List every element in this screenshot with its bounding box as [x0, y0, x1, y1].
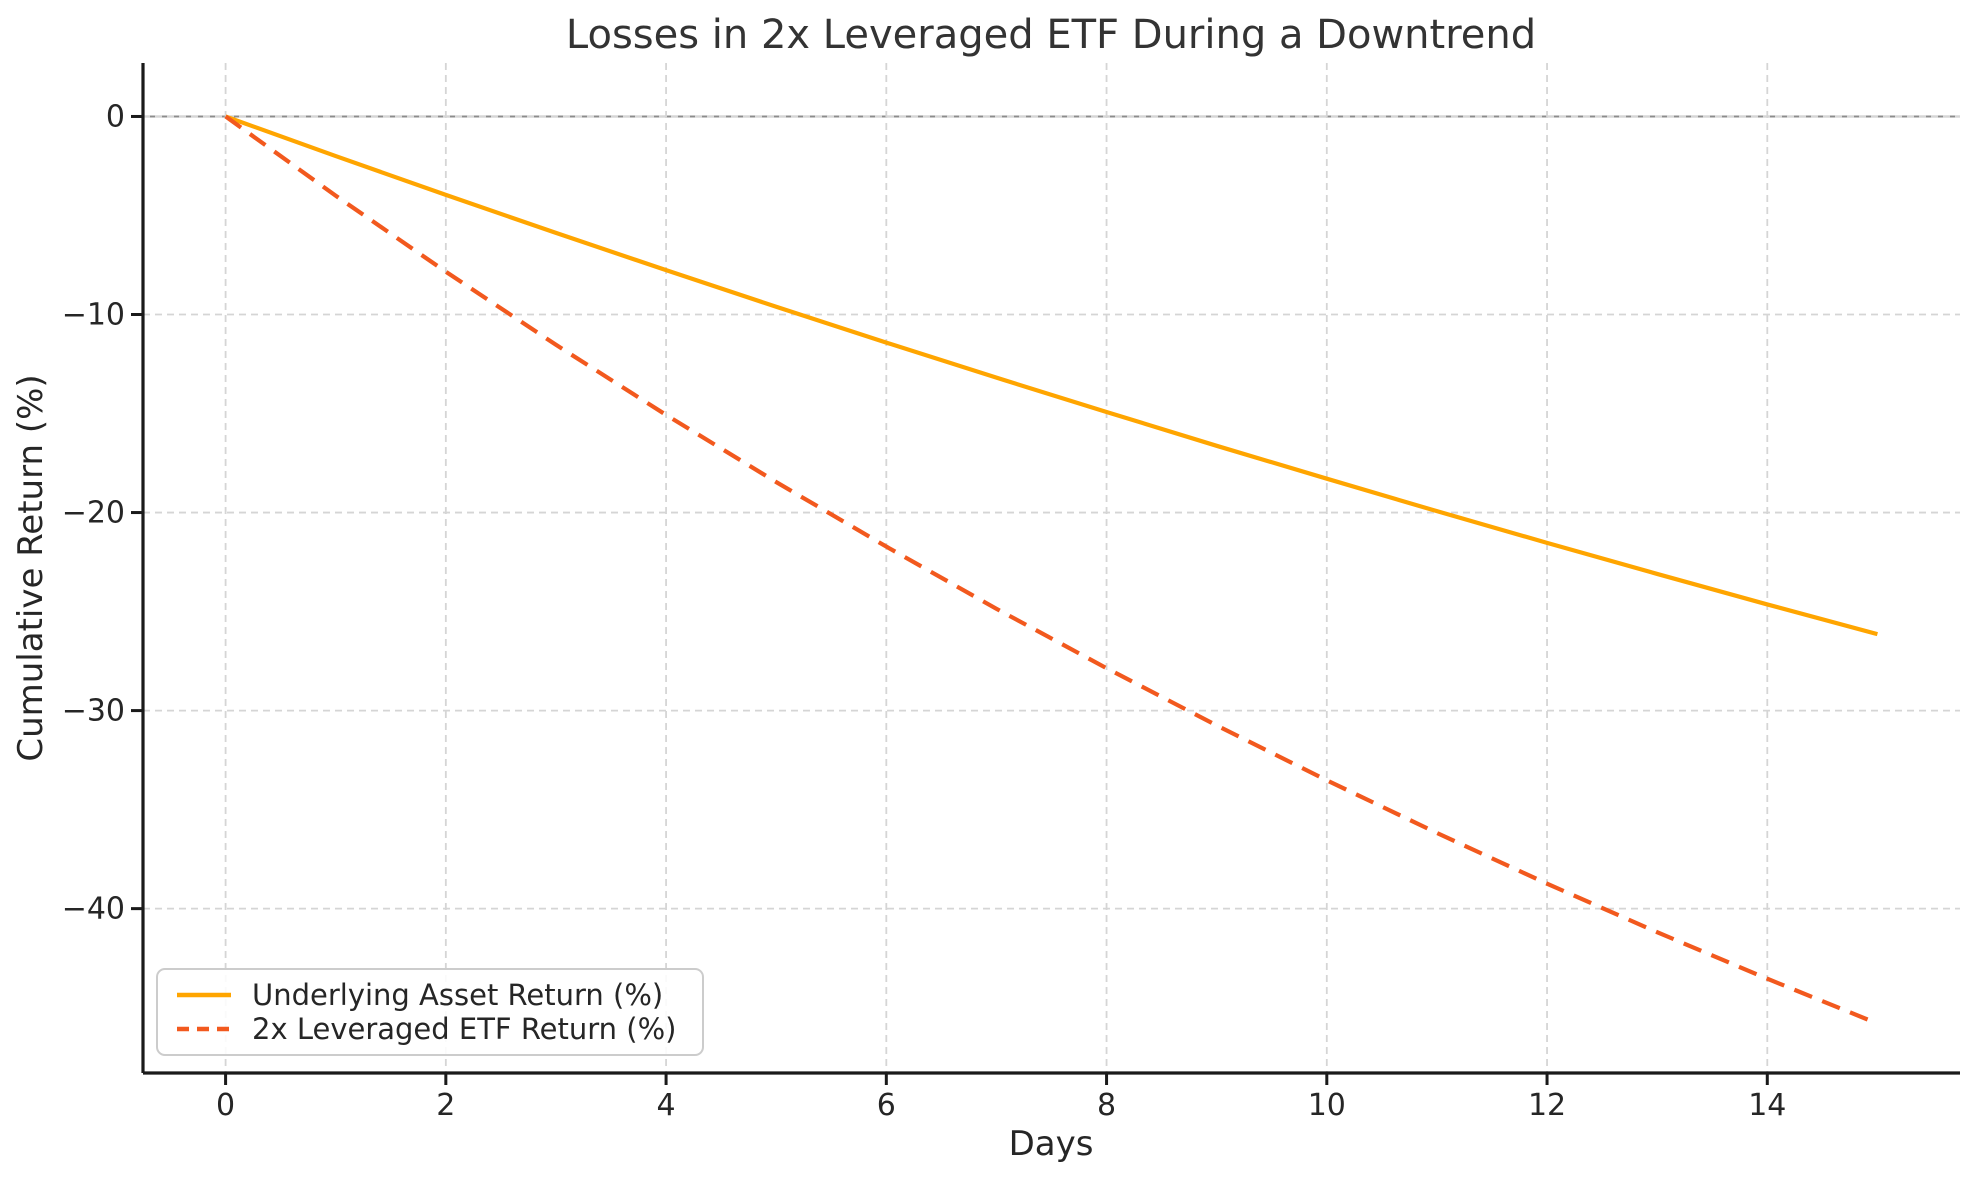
- x-tick-label: 8: [1097, 1088, 1116, 1123]
- x-tick-label: 14: [1748, 1088, 1786, 1123]
- x-tick-label: 4: [657, 1088, 676, 1123]
- legend: Underlying Asset Return (%) 2x Leveraged…: [156, 968, 705, 1056]
- legend-swatch-underlying-line: [177, 992, 231, 998]
- chart-title: Losses in 2x Leveraged ETF During a Down…: [566, 12, 1536, 58]
- x-tick-label: 12: [1528, 1088, 1566, 1123]
- y-tick-label: −10: [62, 298, 125, 333]
- x-tick-label: 6: [877, 1088, 896, 1123]
- y-tick-label: −20: [62, 496, 125, 531]
- y-tick-label: −40: [62, 892, 125, 927]
- y-tick-label: 0: [106, 99, 125, 134]
- y-axis-label: Cumulative Return (%): [11, 374, 51, 761]
- legend-item-underlying: Underlying Asset Return (%): [176, 977, 676, 1012]
- x-tick-label: 10: [1308, 1088, 1346, 1123]
- axes-spines: [141, 63, 1960, 1075]
- x-tick-label: 2: [436, 1088, 455, 1123]
- tick-labels: 0 2 4 6 8 10 12 14 0 −10 −20 −30 −40: [62, 99, 1787, 1123]
- underlying-asset-line: [224, 114, 1878, 637]
- legend-item-etf: 2x Leveraged ETF Return (%): [176, 1011, 677, 1046]
- legend-swatch-etf-line: [177, 1026, 231, 1032]
- legend-label-etf: 2x Leveraged ETF Return (%): [252, 1011, 677, 1046]
- leveraged-etf-line: [224, 114, 1879, 1026]
- x-tick-label: 0: [216, 1088, 235, 1123]
- tick-marks: [131, 114, 1769, 1085]
- series-lines: [224, 114, 1879, 1026]
- legend-label-underlying: Underlying Asset Return (%): [252, 977, 664, 1012]
- x-axis-label: Days: [1009, 1124, 1094, 1164]
- grid-lines: [143, 63, 1960, 1073]
- y-tick-label: −30: [62, 694, 125, 729]
